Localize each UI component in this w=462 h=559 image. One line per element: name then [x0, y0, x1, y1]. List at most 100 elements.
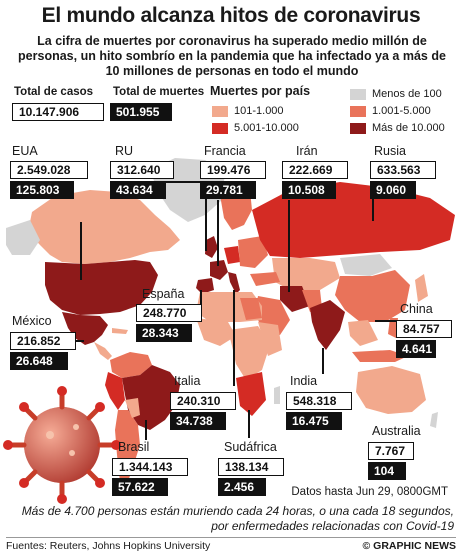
canada [28, 190, 180, 264]
country-name-brasil: Brasil [118, 440, 150, 454]
legend-label: 5.001-10.000 [234, 122, 299, 134]
leader-eua [80, 222, 82, 280]
cases-francia: 199.476 [200, 161, 266, 179]
country-name-china: China [400, 302, 433, 316]
country-name-ru: RU [115, 144, 134, 158]
peru [105, 372, 125, 410]
footer-divider [6, 537, 456, 538]
cases-india: 548.318 [286, 392, 352, 410]
iran [280, 286, 310, 312]
country-name-india: India [290, 374, 318, 388]
alaska [6, 220, 40, 255]
leader-brasil [145, 420, 147, 440]
italy [228, 272, 240, 294]
indonesia [352, 350, 408, 362]
deaths-brasil: 57.622 [112, 478, 168, 496]
cases-mexico: 216.852 [10, 332, 76, 350]
country-name-mexico: México [12, 314, 52, 328]
legend-title: Muertes por país [210, 84, 311, 98]
leader-ru-v [205, 181, 207, 251]
leader-ru [150, 181, 206, 183]
country-name-iran: Irán [296, 144, 318, 158]
bottom-note: Más de 4.700 personas están muriendo cad… [21, 504, 454, 533]
total-deaths-label: Total de muertes [113, 86, 205, 98]
deaths-ru: 43.634 [110, 181, 166, 199]
cases-ru: 312.640 [110, 161, 174, 179]
cases-sudafrica: 138.134 [218, 458, 284, 476]
deaths-espana: 28.343 [136, 324, 192, 342]
egypt [240, 298, 262, 320]
cases-brasil: 1.344.143 [112, 458, 188, 476]
legend-swatch [350, 105, 366, 117]
country-name-francia: Francia [204, 144, 246, 158]
leader-india [322, 348, 324, 374]
southern-africa [236, 372, 266, 416]
west-africa [196, 318, 236, 346]
se-asia [348, 320, 378, 346]
cases-china: 84.757 [396, 320, 452, 338]
philippines [388, 318, 398, 338]
bolivia [125, 398, 140, 418]
new-zealand [430, 412, 438, 428]
turkey [250, 272, 280, 286]
country-name-espana: España [142, 287, 185, 301]
source-text: Fuentes: Reuters, Johns Hopkins Universi… [6, 540, 211, 552]
leader-francia [217, 200, 219, 266]
page-title: El mundo alcanza hitos de coronavirus [41, 4, 421, 27]
deaths-iran: 10.508 [282, 181, 336, 199]
madagascar [274, 386, 280, 404]
deaths-india: 16.475 [286, 412, 342, 430]
central-africa [228, 326, 270, 380]
caribbean [112, 328, 128, 334]
leader-sudafrica [248, 410, 250, 438]
germany [224, 246, 240, 264]
legend-item-mas-10000: Más de 10.000 [350, 121, 445, 135]
uk [205, 236, 218, 258]
russia [252, 182, 455, 258]
country-name-australia: Australia [372, 424, 421, 438]
legend-label: 101-1.000 [234, 105, 284, 117]
australia [356, 366, 426, 414]
country-name-eua: EUA [12, 144, 38, 158]
deaths-sudafrica: 2.456 [218, 478, 266, 496]
leader-china [375, 320, 399, 322]
mongolia [340, 254, 392, 276]
legend-label: Menos de 100 [372, 88, 442, 100]
legend-swatch [350, 88, 366, 100]
total-deaths-value: 501.955 [110, 103, 172, 121]
cases-espana: 248.770 [136, 304, 202, 322]
cases-australia: 7.767 [368, 442, 414, 460]
leader-espana [200, 290, 202, 312]
legend-label: Más de 10.000 [372, 122, 445, 134]
mexico [62, 312, 108, 345]
legend-item-5001-10000: 5.001-10.000 [212, 121, 299, 135]
east-africa [258, 322, 282, 356]
france [210, 260, 228, 280]
leader-italia [233, 290, 235, 386]
total-cases-label: Total de casos [14, 86, 94, 98]
deaths-italia: 34.738 [170, 412, 226, 430]
legend-label: 1.001-5.000 [372, 105, 431, 117]
deaths-mexico: 26.648 [10, 352, 68, 370]
legend-swatch [212, 122, 228, 134]
cases-italia: 240.310 [170, 392, 236, 410]
legend-swatch [350, 122, 366, 134]
china [335, 270, 410, 322]
total-cases-value: 10.147.906 [12, 103, 104, 121]
legend-item-101-1000: 101-1.000 [212, 104, 284, 118]
deaths-australia: 104 [368, 462, 406, 480]
india [310, 300, 345, 350]
country-name-sudafrica: Sudáfrica [224, 440, 277, 454]
footer: Fuentes: Reuters, Johns Hopkins Universi… [6, 540, 456, 552]
deaths-francia: 29.781 [200, 181, 256, 199]
deaths-china: 4.641 [396, 340, 436, 358]
legend-item-1001-5000: 1.001-5.000 [350, 104, 431, 118]
cases-rusia: 633.563 [370, 161, 436, 179]
leader-rusia [372, 181, 374, 221]
date-note: Datos hasta Jun 29, 0800GMT [291, 486, 448, 498]
deaths-rusia: 9.060 [370, 181, 416, 199]
legend-item-menos-100: Menos de 100 [350, 87, 442, 101]
credit-text: © GRAPHIC NEWS [362, 540, 457, 552]
